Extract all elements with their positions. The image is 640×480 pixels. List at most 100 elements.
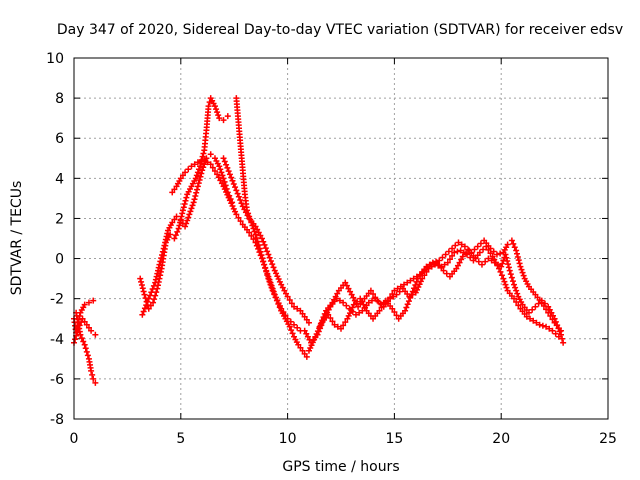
data-point xyxy=(485,255,492,262)
data-point xyxy=(194,186,201,193)
x-tick-label: 0 xyxy=(70,431,79,447)
data-point xyxy=(305,319,312,326)
data-point xyxy=(502,281,509,288)
data-point xyxy=(458,256,465,263)
data-point xyxy=(425,265,432,272)
data-point xyxy=(85,324,92,331)
data-point xyxy=(460,249,467,256)
data-point xyxy=(555,333,562,340)
data-point xyxy=(394,285,401,292)
gridlines xyxy=(74,58,608,419)
data-point xyxy=(500,275,507,282)
data-point xyxy=(504,241,511,248)
data-point xyxy=(449,252,456,259)
data-point xyxy=(465,246,472,253)
data-point xyxy=(329,318,336,325)
data-point xyxy=(250,236,257,243)
data-point xyxy=(224,113,231,120)
data-point xyxy=(288,327,295,334)
data-point xyxy=(294,324,301,331)
data-point xyxy=(356,309,363,316)
data-point xyxy=(195,166,202,173)
data-point xyxy=(478,261,485,268)
data-point xyxy=(220,155,227,162)
data-point xyxy=(295,341,302,348)
data-point xyxy=(513,299,520,306)
data-point xyxy=(334,290,341,297)
data-point xyxy=(182,169,189,176)
data-point xyxy=(224,164,231,171)
data-point xyxy=(235,214,242,221)
data-point xyxy=(406,293,413,300)
data-point xyxy=(503,284,510,291)
data-point xyxy=(169,189,176,196)
data-point xyxy=(267,281,274,288)
data-point xyxy=(303,353,310,360)
data-point xyxy=(281,287,288,294)
data-point xyxy=(482,258,489,265)
data-point xyxy=(520,272,527,279)
data-point xyxy=(180,204,187,211)
data-point xyxy=(546,306,553,313)
data-point xyxy=(508,274,515,281)
x-tick-label: 25 xyxy=(599,431,617,447)
data-point xyxy=(515,257,522,264)
data-point xyxy=(191,161,198,168)
series-track-5 xyxy=(137,95,231,312)
y-tick-label: 8 xyxy=(55,91,64,107)
data-point xyxy=(288,300,295,307)
data-point xyxy=(137,275,144,282)
data-point xyxy=(497,268,504,275)
data-point xyxy=(79,315,86,322)
data-point xyxy=(552,318,559,325)
data-point xyxy=(549,327,556,334)
data-point xyxy=(90,375,97,382)
data-point xyxy=(331,296,338,303)
data-point xyxy=(490,248,497,255)
y-axis-label: SDTVAR / TECUs xyxy=(9,181,25,296)
data-point xyxy=(365,299,372,306)
data-point xyxy=(235,193,242,200)
data-point xyxy=(81,301,88,308)
data-point xyxy=(185,214,192,221)
data-point xyxy=(209,164,216,171)
data-point xyxy=(503,254,510,261)
data-point xyxy=(213,106,220,113)
data-point xyxy=(489,253,496,260)
data-point xyxy=(140,288,147,295)
data-point xyxy=(543,323,550,330)
data-point xyxy=(294,305,301,312)
data-point xyxy=(513,247,520,254)
data-point xyxy=(211,167,218,174)
data-point xyxy=(171,186,178,193)
data-point xyxy=(467,254,474,261)
axis-ticks xyxy=(73,57,609,420)
data-point xyxy=(286,323,293,330)
data-point xyxy=(516,260,523,267)
data-point xyxy=(487,250,494,257)
data-point xyxy=(513,287,520,294)
data-point xyxy=(456,259,463,266)
data-point xyxy=(539,322,546,329)
data-point xyxy=(181,201,188,208)
data-point xyxy=(284,293,291,300)
data-point xyxy=(319,317,326,324)
data-point xyxy=(179,207,186,214)
data-point xyxy=(230,180,237,187)
data-point xyxy=(183,220,190,227)
data-point xyxy=(195,180,202,187)
data-point xyxy=(321,310,328,317)
data-point xyxy=(279,284,286,291)
data-point xyxy=(265,275,272,282)
data-point xyxy=(457,247,464,254)
data-point xyxy=(194,159,201,166)
data-point xyxy=(548,309,555,316)
data-point xyxy=(198,158,205,165)
data-point xyxy=(515,302,522,309)
data-point xyxy=(234,190,241,197)
data-point xyxy=(142,295,149,302)
data-point xyxy=(262,245,269,252)
data-point xyxy=(232,184,239,191)
data-point xyxy=(220,117,227,124)
data-point xyxy=(252,223,259,230)
